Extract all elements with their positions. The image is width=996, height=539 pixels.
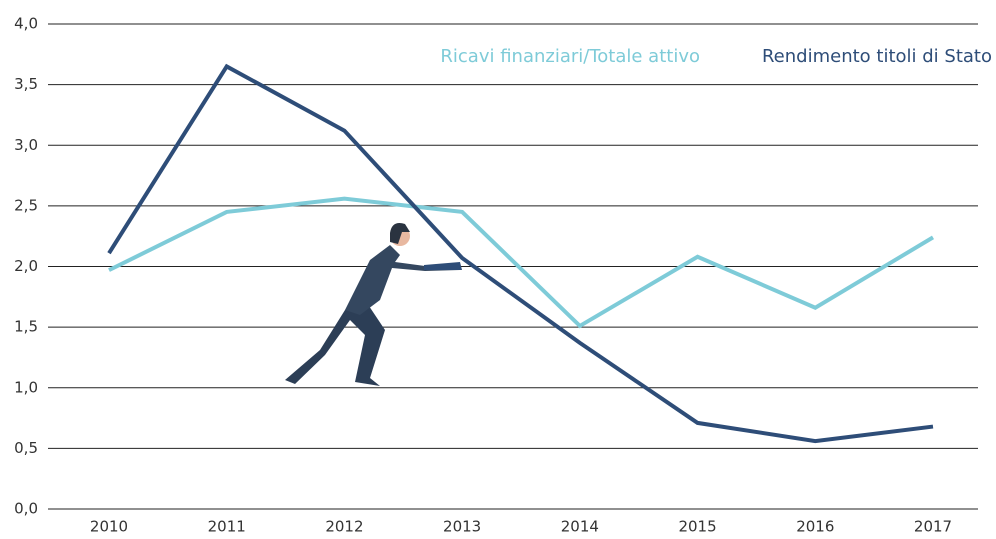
line-series [108,196,935,329]
illustration [285,223,462,386]
y-tick-label: 0,5 [14,439,38,457]
x-tick-label: 2017 [914,518,952,536]
y-tick-label: 1,5 [14,318,38,336]
y-tick-label: 1,0 [14,378,38,396]
x-tick-label: 2016 [796,518,834,536]
x-tick-label: 2010 [90,518,128,536]
line-series [107,63,934,444]
y-tick-label: 0,0 [14,500,38,518]
y-tick-label: 3,5 [14,75,38,93]
x-tick-label: 2011 [208,518,246,536]
legend-label: Ricavi finanziari/Totale attivo [440,46,700,67]
legend-label: Rendimento titoli di Stato [762,46,992,67]
x-tick-label: 2014 [561,518,599,536]
y-tick-label: 2,0 [14,257,38,275]
y-tick-label: 2,5 [14,196,38,214]
x-tick-label: 2013 [443,518,481,536]
y-tick-label: 3,0 [14,136,38,154]
x-tick-label: 2012 [325,518,363,536]
y-tick-label: 4,0 [14,15,38,33]
x-tick-label: 2015 [678,518,716,536]
